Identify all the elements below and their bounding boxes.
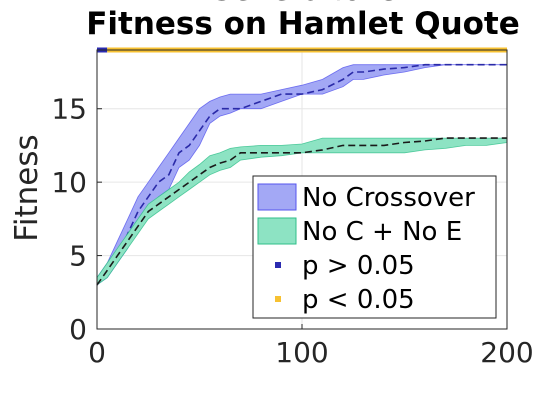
series-mean-line-2	[96, 137, 507, 286]
y-tick-label: 15	[51, 93, 87, 126]
y-tick-label: 10	[51, 166, 87, 199]
y-axis-label: Fitness	[9, 134, 45, 241]
legend-swatch	[257, 217, 297, 245]
legend-marker	[275, 296, 281, 302]
y-tick-label: 0	[69, 313, 87, 346]
legend-label: p < 0.05	[302, 285, 415, 315]
legend-label: p > 0.05	[302, 251, 415, 281]
legend-marker	[275, 262, 281, 268]
legend-label: No Crossover	[302, 183, 475, 213]
x-axis-label: Generations	[208, 0, 397, 8]
y-tick-label: 5	[69, 240, 87, 273]
series-band-1	[96, 64, 507, 286]
chart-title: Fitness on Hamlet Quote	[86, 6, 520, 42]
x-tick-label: 100	[275, 336, 328, 369]
legend-swatch	[257, 183, 297, 211]
axis-ticks: 0 100 200 0 5 10 15	[51, 93, 533, 369]
legend: No Crossover No C + No E p > 0.05 p < 0.05	[252, 175, 497, 319]
x-tick-label: 0	[88, 336, 106, 369]
legend-label: No C + No E	[302, 217, 462, 247]
x-tick-label: 200	[480, 336, 533, 369]
